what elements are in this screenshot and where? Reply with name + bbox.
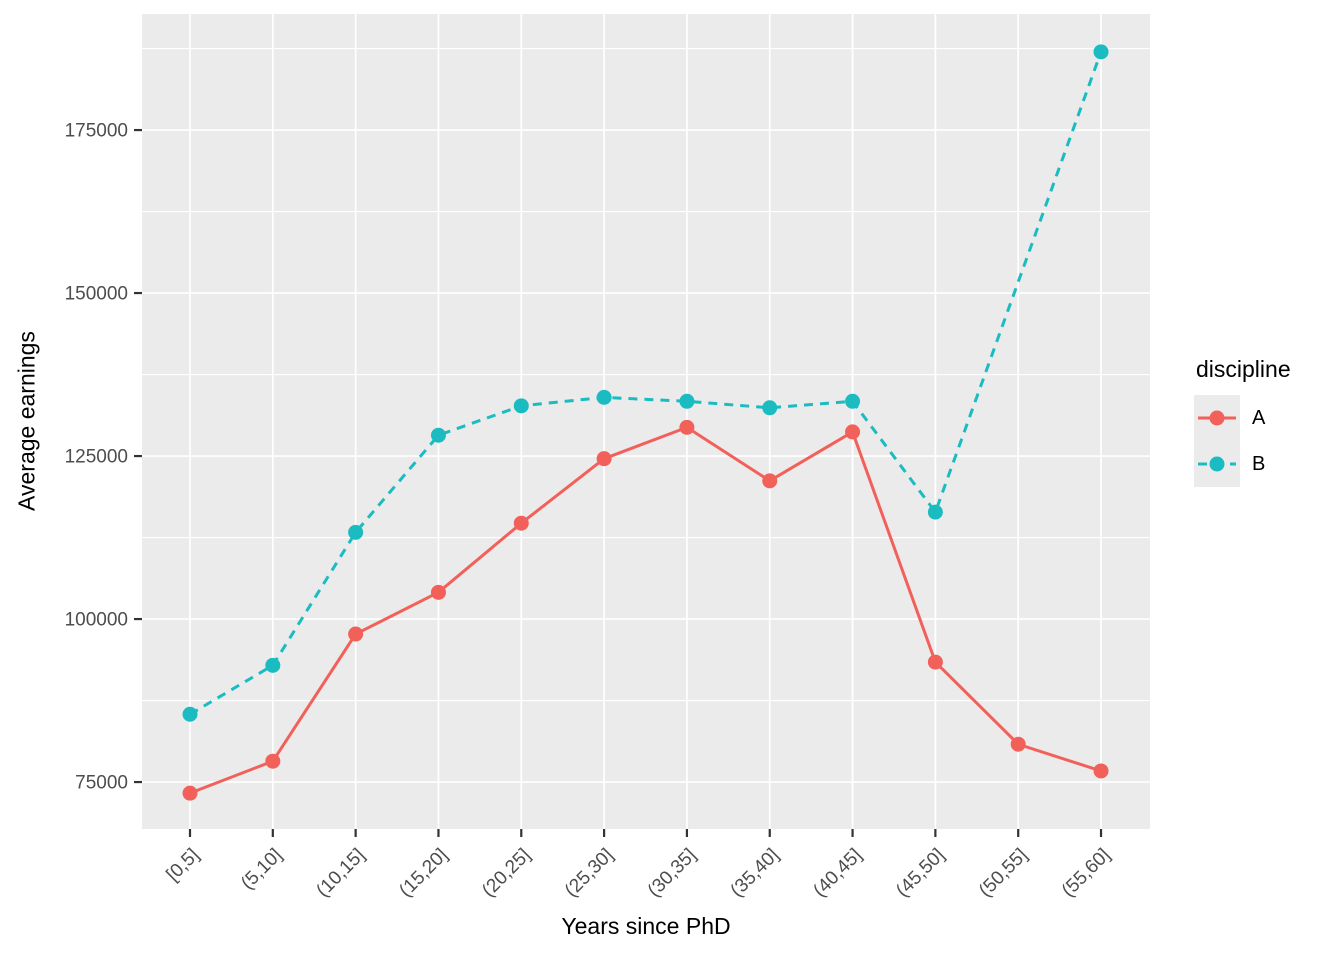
x-tick-label: (40,45] <box>809 845 866 902</box>
legend-key-b-point <box>1209 456 1225 472</box>
series-A-line <box>189 425 1102 795</box>
series-A-point <box>845 424 861 440</box>
series-B-point <box>430 427 446 443</box>
series-A-point <box>762 473 778 489</box>
y-tick-label: 100000 <box>65 610 128 631</box>
series-A-point <box>1093 763 1109 779</box>
y-tick-label: 125000 <box>65 447 128 468</box>
series-B-point <box>348 524 364 540</box>
x-tick-label: (5,10] <box>237 845 286 894</box>
series-B-point <box>265 657 281 673</box>
series-A-point <box>927 654 943 670</box>
x-tick-label: (55,60] <box>1058 845 1115 902</box>
x-tick-label: (45,50] <box>892 845 949 902</box>
series-B-point <box>927 504 943 520</box>
series-B-point <box>762 400 778 416</box>
x-tick-label: (20,25] <box>478 845 535 902</box>
series-A-point <box>265 753 281 769</box>
series-A-point <box>430 584 446 600</box>
legend: discipline A B <box>1194 356 1291 487</box>
x-tick-label: [0,5] <box>163 845 204 886</box>
legend-label-b: B <box>1252 452 1266 475</box>
series-B-point <box>845 393 861 409</box>
legend-item-a: A <box>1194 395 1291 441</box>
legend-key-a-point <box>1209 410 1225 426</box>
series-A-point <box>679 419 695 435</box>
series-A-point <box>1010 736 1026 752</box>
y-tick-label: 150000 <box>65 284 128 305</box>
series-B-point <box>182 706 198 722</box>
x-tick-label: (25,30] <box>561 845 618 902</box>
series-A-point <box>513 515 529 531</box>
y-tick-label: 75000 <box>75 773 128 794</box>
series-B-point <box>679 393 695 409</box>
legend-label-a: A <box>1252 406 1266 429</box>
x-tick-label: (15,20] <box>395 845 452 902</box>
x-tick-label: (10,15] <box>312 845 369 902</box>
x-tick-label: (50,55] <box>975 845 1032 902</box>
x-tick-label: (35,40] <box>727 845 784 902</box>
series-B-point <box>596 389 612 405</box>
series-A-point <box>348 626 364 642</box>
plot-panel <box>142 14 1150 829</box>
x-tick-label: (30,35] <box>644 845 701 902</box>
series-A-point <box>596 451 612 467</box>
legend-key-b-icon <box>1194 441 1240 487</box>
y-axis-title: Average earnings <box>13 331 40 511</box>
legend-title: discipline <box>1196 356 1291 382</box>
legend-item-b: B <box>1194 441 1291 487</box>
x-axis-title: Years since PhD <box>561 913 731 939</box>
y-tick-label: 175000 <box>65 121 128 142</box>
series-A-point <box>182 785 198 801</box>
legend-key-a-icon <box>1194 395 1240 441</box>
series-B-point <box>513 398 529 414</box>
series-B-point <box>1093 44 1109 60</box>
